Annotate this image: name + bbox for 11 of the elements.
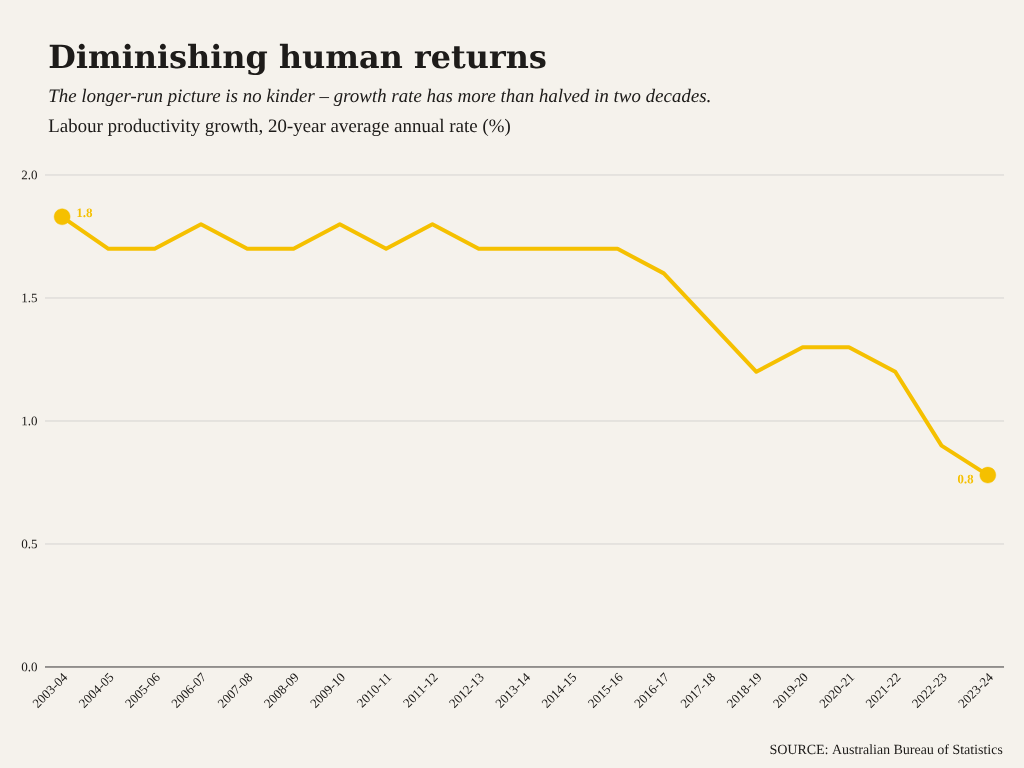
y-tick-label: 1.0 — [22, 416, 37, 426]
y-axis-title: Labour productivity growth, 20-year average annual rate (%) — [48, 118, 510, 137]
y-tick-label: 1.5 — [22, 293, 37, 303]
source-note: SOURCE: Australian Bureau of Statistics — [770, 744, 1003, 755]
chart-subtitle: The longer-run picture is no kinder – growth rate has more than halved in two decades. — [49, 88, 710, 107]
data-label: 1.8 — [77, 208, 93, 218]
data-label: 0.8 — [957, 474, 974, 484]
chart-title: Diminishing human returns — [49, 43, 546, 76]
y-tick-label: 0.5 — [21, 539, 37, 549]
y-tick-label: 0.0 — [21, 662, 37, 672]
y-tick-label: 2.0 — [21, 170, 37, 180]
